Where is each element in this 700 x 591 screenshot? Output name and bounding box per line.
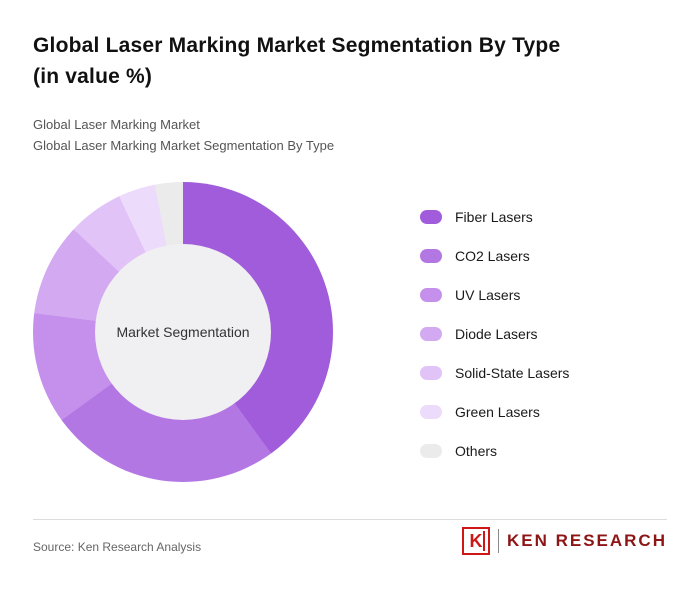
- donut-center-label: Market Segmentation: [116, 324, 250, 340]
- legend-item-diode-lasers: Diode Lasers: [420, 325, 569, 342]
- ken-research-logo: K KEN RESEARCH: [461, 527, 667, 555]
- legend-swatch-icon: [420, 404, 442, 419]
- legend-swatch-icon: [420, 248, 442, 263]
- logo-letter: K: [469, 530, 483, 551]
- legend-swatch-icon: [420, 287, 442, 302]
- page-title: Global Laser Marking Market Segmentation…: [33, 30, 673, 92]
- donut-center: Market Segmentation: [95, 244, 271, 420]
- chart-subtitle: Global Laser Marking Market Global Laser…: [33, 114, 334, 156]
- legend-label: UV Lasers: [455, 286, 521, 303]
- legend-item-others: Others: [420, 442, 569, 459]
- legend-item-co2-lasers: CO2 Lasers: [420, 247, 569, 264]
- subtitle-line2: Global Laser Marking Market Segmentation…: [33, 138, 335, 153]
- page-title-line2: (in value %): [33, 65, 153, 88]
- legend-swatch-icon: [420, 443, 442, 458]
- donut-chart: Market Segmentation: [33, 182, 333, 482]
- page-title-line1: Global Laser Marking Market Segmentation…: [33, 34, 561, 57]
- subtitle-line1: Global Laser Marking Market: [33, 117, 200, 132]
- ken-research-k-icon: K: [461, 527, 490, 555]
- source-text: Source: Ken Research Analysis: [33, 540, 202, 554]
- footer-divider: [33, 519, 667, 520]
- chart-legend: Fiber Lasers CO2 Lasers UV Lasers Diode …: [420, 209, 569, 482]
- legend-label: Diode Lasers: [455, 325, 538, 342]
- legend-item-solid-state-lasers: Solid-State Lasers: [420, 364, 570, 381]
- legend-label: Green Lasers: [455, 403, 540, 420]
- logo-separator: [497, 529, 499, 553]
- logo-text: KEN RESEARCH: [506, 531, 667, 550]
- legend-item-fiber-lasers: Fiber Lasers: [420, 208, 569, 225]
- legend-label: Solid-State Lasers: [455, 364, 570, 381]
- legend-label: CO2 Lasers: [455, 247, 530, 264]
- legend-swatch-icon: [420, 365, 442, 380]
- legend-item-green-lasers: Green Lasers: [420, 403, 569, 420]
- legend-label: Fiber Lasers: [455, 208, 533, 225]
- legend-swatch-icon: [420, 209, 442, 224]
- legend-item-uv-lasers: UV Lasers: [420, 286, 569, 303]
- legend-swatch-icon: [420, 326, 442, 341]
- legend-label: Others: [455, 442, 498, 459]
